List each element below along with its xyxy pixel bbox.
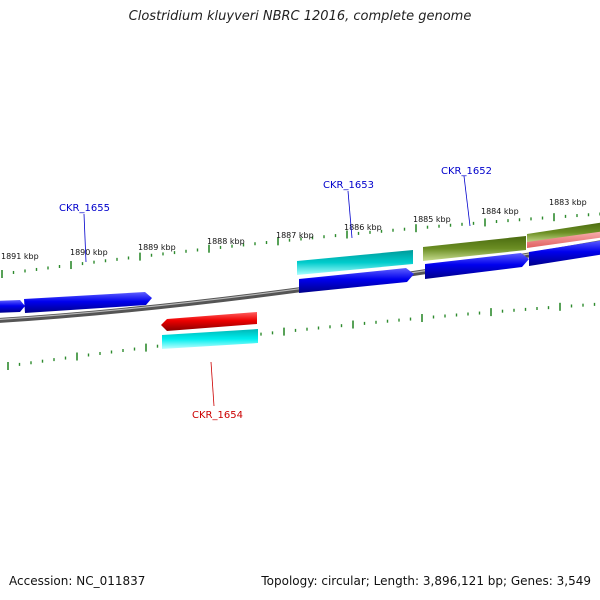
kbp-label-1886: 1886 kbp [344, 223, 382, 232]
gene-ckr-1652[interactable] [425, 253, 529, 279]
gene-label-ckr-1654[interactable]: CKR_1654 [192, 410, 243, 421]
callout-line-ckr-1652 [463, 175, 471, 227]
gene-right-edge[interactable] [529, 240, 600, 266]
gene-ckr-1653[interactable] [299, 268, 414, 293]
gene-ckr-1654[interactable] [161, 312, 257, 331]
genome-summary-text: Topology: circular; Length: 3,896,121 bp… [261, 574, 591, 588]
cds-ckr-1653[interactable] [297, 250, 413, 275]
outer-tick-track [1, 212, 600, 278]
gene-left-edge[interactable] [0, 300, 25, 313]
gene-ckr-1655[interactable] [24, 292, 152, 313]
callout-line-ckr-1654 [210, 361, 215, 407]
kbp-label-1889: 1889 kbp [138, 243, 176, 252]
callout-line-ckr-1655 [83, 213, 87, 263]
gene-label-ckr-1652[interactable]: CKR_1652 [441, 166, 492, 177]
kbp-label-1885: 1885 kbp [413, 215, 451, 224]
kbp-label-1883: 1883 kbp [549, 198, 587, 207]
gene-label-ckr-1653[interactable]: CKR_1653 [323, 180, 374, 191]
callout-line-ckr-1653 [347, 190, 353, 239]
kbp-label-1884: 1884 kbp [481, 207, 519, 216]
kbp-label-1890: 1890 kbp [70, 248, 108, 257]
cds-ckr-1654[interactable] [162, 329, 258, 349]
gene-label-ckr-1655[interactable]: CKR_1655 [59, 203, 110, 214]
accession-text: Accession: NC_011837 [9, 574, 146, 588]
kbp-label-1888: 1888 kbp [207, 237, 245, 246]
feature-right-pink[interactable] [527, 231, 600, 248]
cds-ckr-1652[interactable] [423, 236, 526, 261]
cds-right-olive[interactable] [527, 222, 600, 243]
kbp-label-1891: 1891 kbp [1, 252, 39, 261]
kbp-label-1887: 1887 kbp [276, 231, 314, 240]
map-title: Clostridium kluyveri NBRC 12016, complet… [128, 9, 472, 24]
